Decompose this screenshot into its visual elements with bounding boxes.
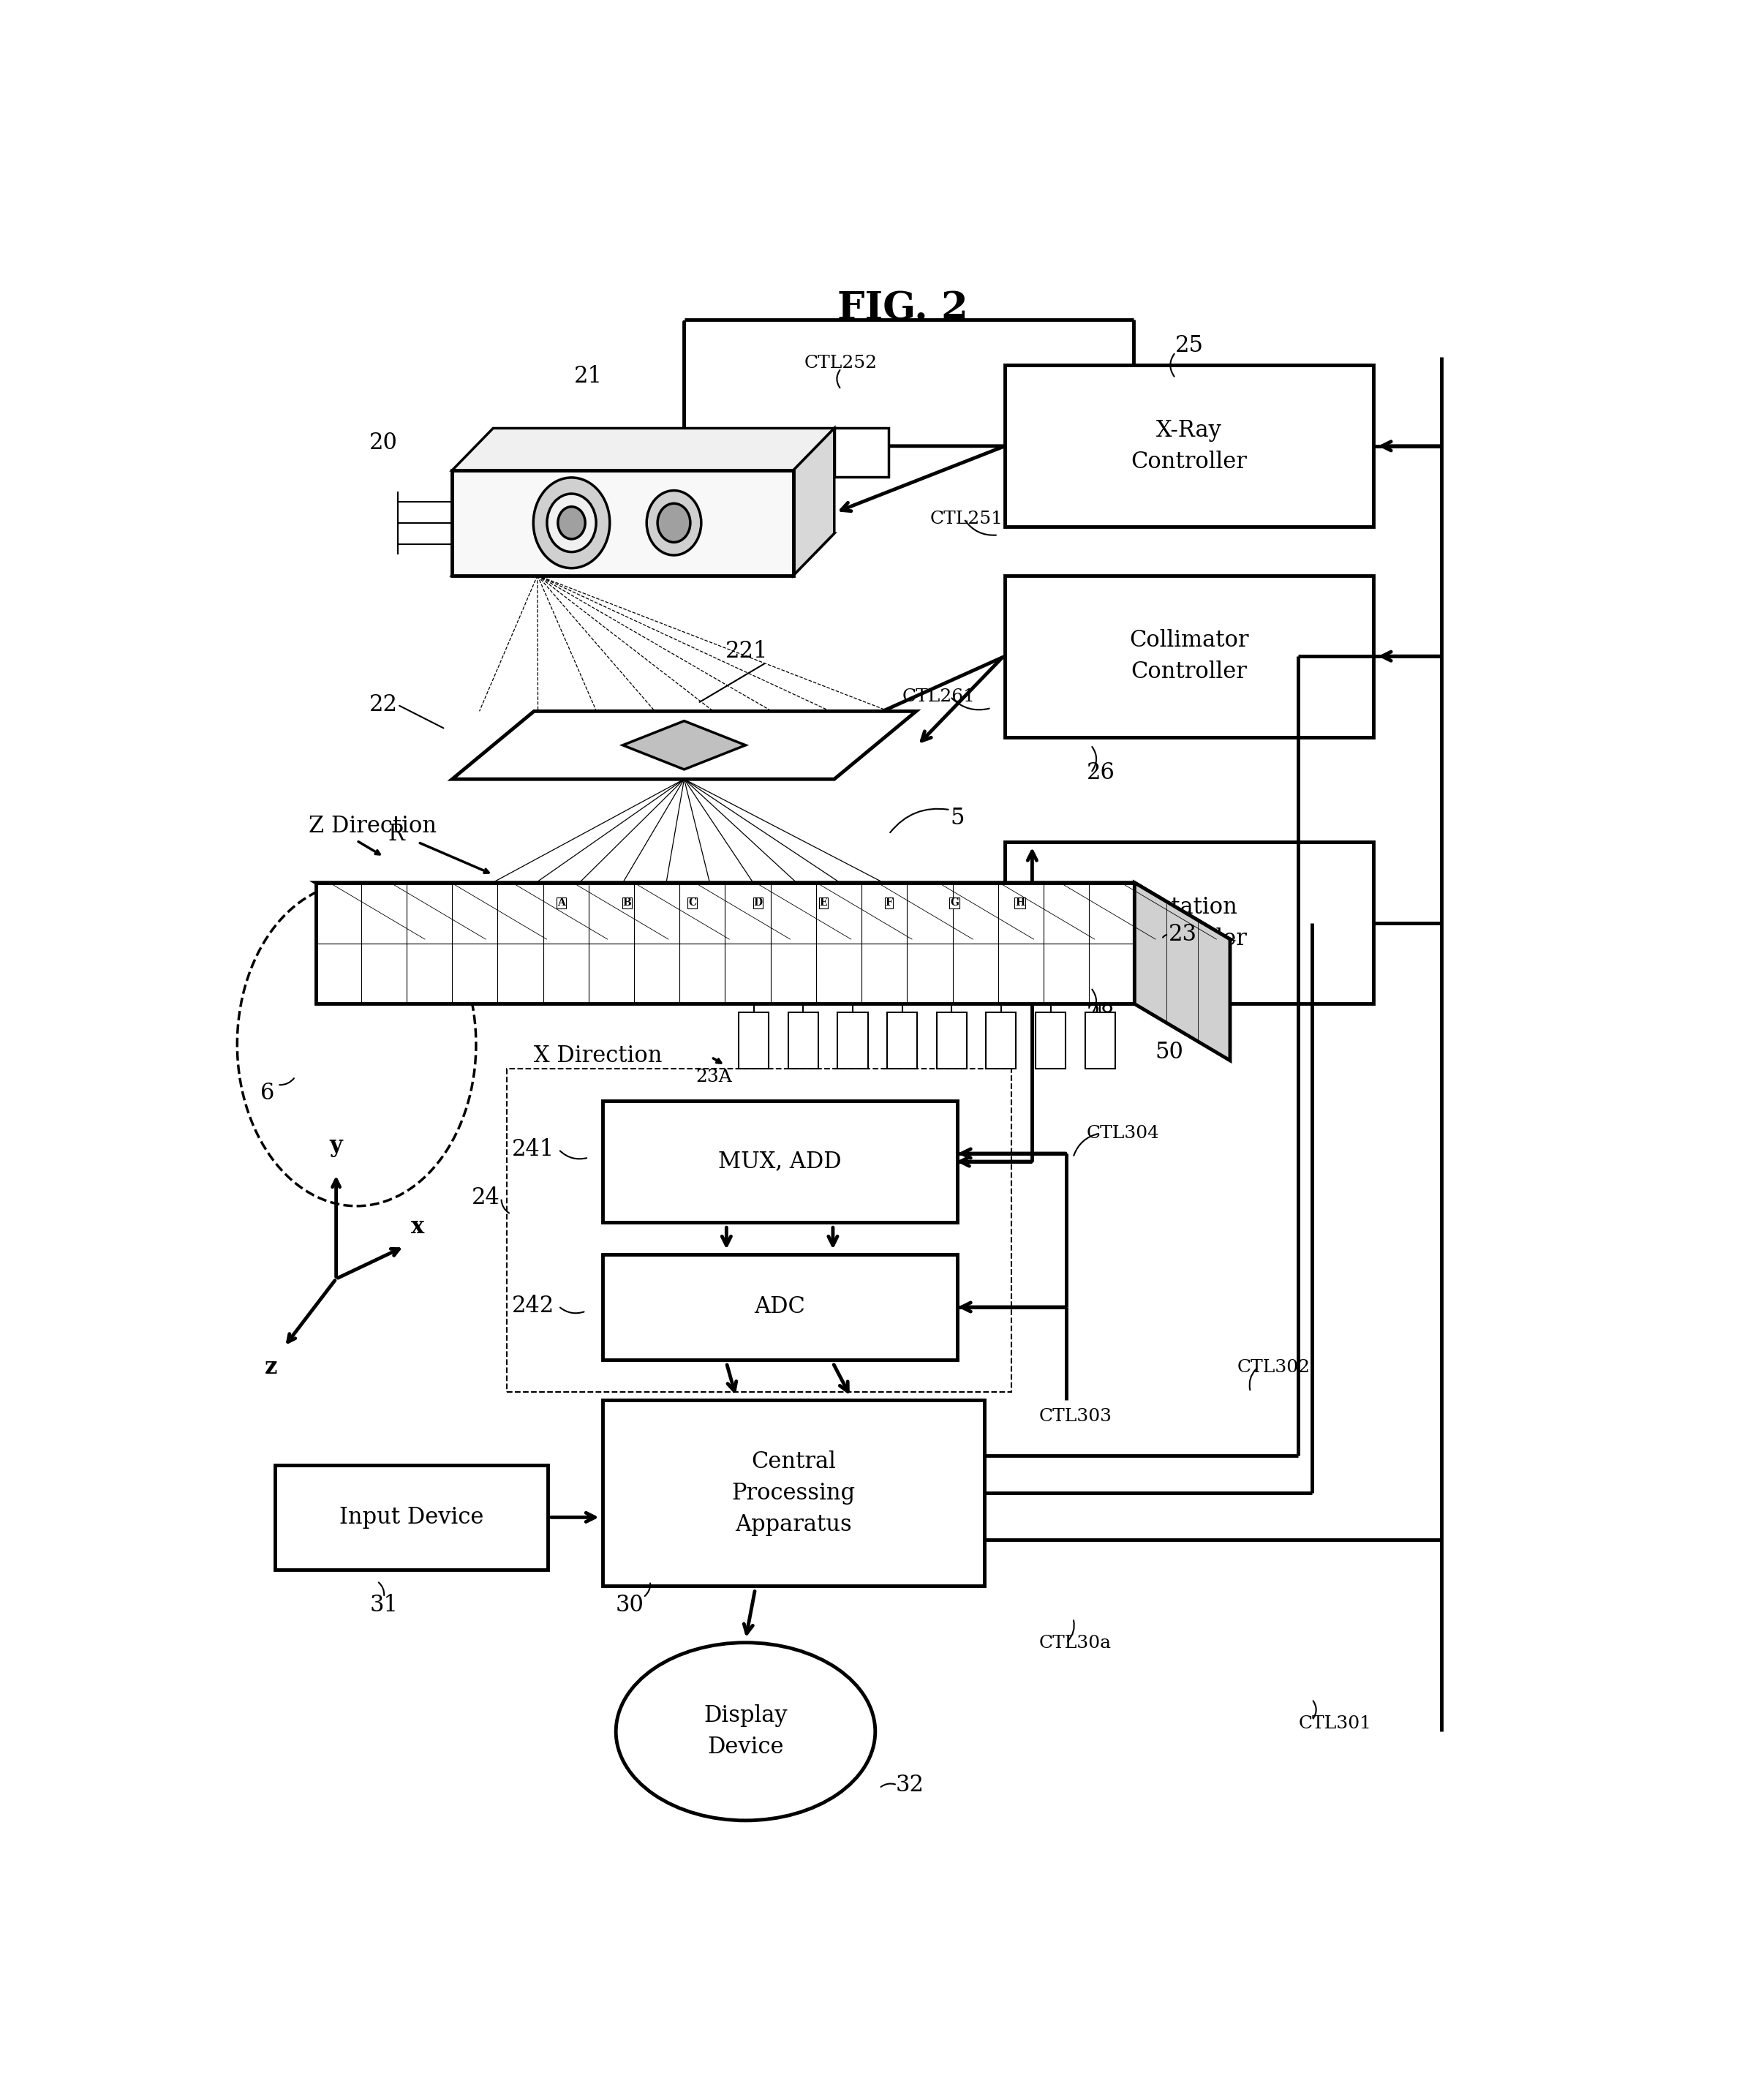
Text: Central
Processing
Apparatus: Central Processing Apparatus: [731, 1451, 856, 1535]
Text: 242: 242: [512, 1296, 555, 1317]
Text: E: E: [819, 897, 828, 907]
Bar: [275, 1466, 548, 1571]
Text: Collimator
Controller: Collimator Controller: [1129, 630, 1249, 682]
Polygon shape: [315, 882, 1231, 939]
Text: 30: 30: [615, 1594, 645, 1617]
Bar: [740, 1012, 770, 1069]
Text: CTL261: CTL261: [903, 689, 976, 706]
Polygon shape: [453, 712, 916, 779]
Text: A: A: [558, 897, 565, 907]
Text: Display
Device: Display Device: [704, 1705, 787, 1758]
Text: FIG. 2: FIG. 2: [836, 290, 969, 328]
Bar: [789, 1012, 819, 1069]
Text: 25: 25: [1176, 334, 1205, 357]
Text: x: x: [412, 1216, 424, 1239]
Bar: [1006, 575, 1374, 737]
Text: H: H: [1014, 897, 1025, 907]
Circle shape: [646, 491, 701, 554]
Polygon shape: [453, 428, 835, 470]
Text: 20: 20: [370, 430, 398, 454]
Bar: [507, 1069, 1013, 1392]
Text: C: C: [689, 897, 696, 907]
Text: Rotation
Controller: Rotation Controller: [1131, 897, 1247, 949]
Text: 50: 50: [1155, 1042, 1183, 1065]
Text: 28: 28: [1087, 1004, 1115, 1027]
Circle shape: [657, 504, 690, 542]
Bar: [838, 1012, 868, 1069]
Text: Input Device: Input Device: [340, 1506, 483, 1529]
Text: CTL303: CTL303: [1039, 1409, 1113, 1426]
Text: 22: 22: [370, 693, 398, 716]
Circle shape: [558, 506, 585, 540]
Polygon shape: [794, 428, 835, 575]
Text: CTL302: CTL302: [1236, 1359, 1310, 1376]
Bar: [1006, 365, 1374, 527]
Text: CTL304: CTL304: [1087, 1126, 1160, 1142]
Text: D: D: [754, 897, 763, 907]
Text: 21: 21: [574, 365, 602, 388]
Text: 31: 31: [370, 1594, 398, 1617]
Polygon shape: [315, 882, 1134, 1004]
Bar: [602, 1254, 958, 1359]
Bar: [602, 1401, 984, 1586]
Text: 6: 6: [261, 1082, 275, 1105]
Text: X Direction: X Direction: [534, 1044, 662, 1067]
Text: CTL251: CTL251: [930, 510, 1002, 527]
Text: CTL252: CTL252: [805, 355, 877, 372]
Text: X-Ray
Controller: X-Ray Controller: [1131, 420, 1247, 472]
Text: G: G: [949, 897, 958, 907]
Bar: [986, 1012, 1016, 1069]
Text: y: y: [329, 1134, 343, 1157]
Text: 5: 5: [951, 806, 965, 830]
Text: 241: 241: [512, 1138, 555, 1161]
Text: 24: 24: [472, 1186, 500, 1210]
Text: 23A: 23A: [696, 1069, 733, 1086]
Text: F: F: [886, 897, 893, 907]
Polygon shape: [1134, 882, 1231, 1060]
Text: 32: 32: [896, 1774, 925, 1796]
Text: MUX, ADD: MUX, ADD: [718, 1151, 842, 1174]
Bar: [1085, 1012, 1115, 1069]
Text: CTL30a: CTL30a: [1039, 1634, 1111, 1651]
Circle shape: [548, 493, 597, 552]
Text: z: z: [264, 1357, 278, 1380]
Bar: [1035, 1012, 1065, 1069]
Text: R: R: [387, 823, 405, 846]
Text: ADC: ADC: [754, 1296, 805, 1319]
Polygon shape: [453, 533, 835, 575]
Text: Z Direction: Z Direction: [308, 815, 437, 838]
Bar: [888, 1012, 917, 1069]
Text: 26: 26: [1087, 762, 1115, 783]
Bar: [937, 1012, 967, 1069]
Bar: [602, 1100, 958, 1222]
Ellipse shape: [616, 1642, 875, 1821]
Text: 23: 23: [1169, 924, 1197, 945]
Polygon shape: [623, 720, 745, 769]
Text: CTL301: CTL301: [1298, 1716, 1372, 1732]
Text: B: B: [623, 897, 630, 907]
Circle shape: [534, 477, 609, 569]
Polygon shape: [835, 428, 889, 477]
Polygon shape: [453, 470, 794, 575]
Bar: [1006, 842, 1374, 1004]
Text: 221: 221: [726, 640, 768, 664]
